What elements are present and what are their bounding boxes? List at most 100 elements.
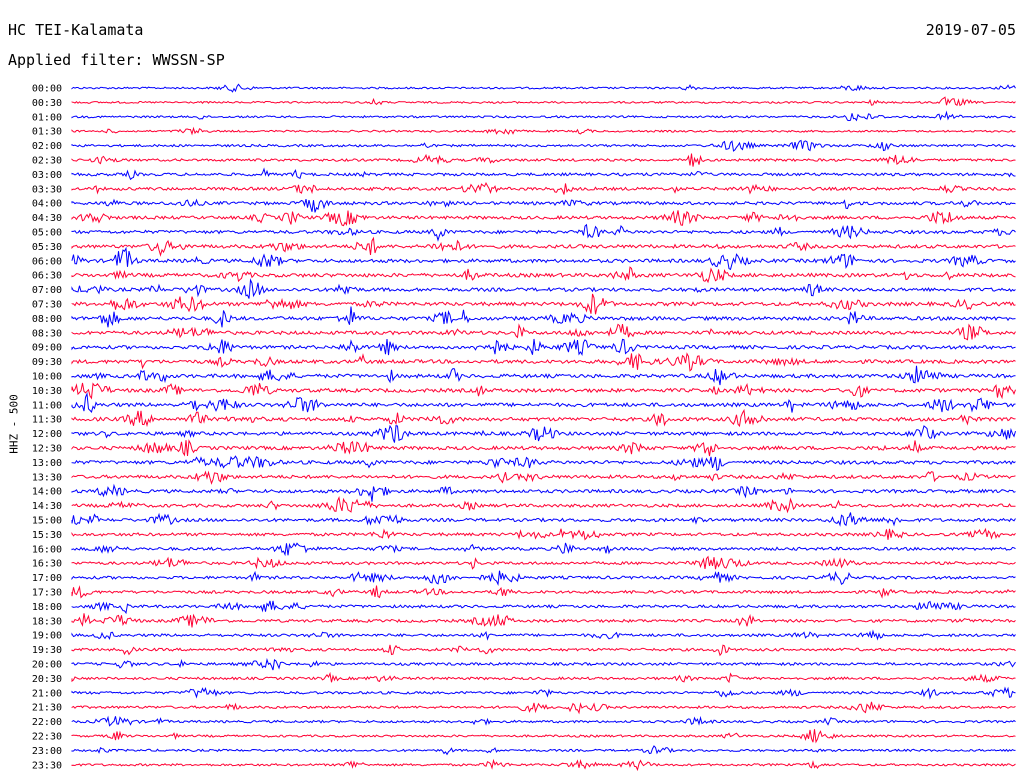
trace-line-1930 [71,644,1016,657]
time-tick-label: 08:30 [32,328,62,339]
time-tick-label: 16:30 [32,559,62,570]
trace-line-1830 [71,613,1016,628]
time-tick-label: 20:00 [32,660,62,671]
time-tick-label: 02:00 [32,141,62,152]
time-tick-label: 16:00 [32,544,62,555]
time-tick-label: 06:30 [32,271,62,282]
time-tick-label: 02:30 [32,156,62,167]
time-tick-labels: 00:00 00:30 01:00 01:30 02:00 02:30 03:00 03:30… [32,84,62,772]
time-tick-label: 05:00 [32,228,62,239]
time-tick-label: 01:30 [32,127,62,138]
trace-line-2030 [71,671,1016,684]
time-tick-label: 17:30 [32,588,62,599]
trace-line-2000 [71,657,1016,671]
trace-line-0630 [71,266,1016,284]
time-tick-label: 11:30 [32,415,62,426]
trace-line-0130 [71,126,1016,136]
time-tick-label: 08:00 [32,314,62,325]
channel-axis-label: HHZ - 500 [7,394,21,454]
time-tick-label: 20:30 [32,674,62,685]
trace-line-2300 [71,745,1016,756]
trace-line-2330 [71,758,1016,772]
trace-line-1800 [71,600,1016,615]
trace-line-1630 [71,555,1016,570]
time-tick-label: 18:00 [32,602,62,613]
time-tick-label: 03:00 [32,170,62,181]
trace-line-0000 [71,83,1016,93]
trace-line-0230 [71,153,1016,167]
trace-line-0830 [71,323,1016,341]
applied-filter: Applied filter: WWSSN-SP [8,51,225,69]
time-tick-label: 03:30 [32,184,62,195]
time-tick-label: 04:30 [32,213,62,224]
time-tick-label: 09:00 [32,343,62,354]
trace-line-0600 [71,246,1016,271]
trace-line-1230 [71,439,1016,457]
trace-line-2130 [71,701,1016,715]
time-tick-label: 01:00 [32,112,62,123]
time-tick-label: 07:30 [32,300,62,311]
time-tick-label: 12:00 [32,429,62,440]
trace-line-0730 [71,293,1016,315]
trace-line-0100 [71,110,1016,122]
trace-line-1100 [71,391,1016,413]
trace-line-0930 [71,352,1016,372]
time-tick-label: 15:00 [32,516,62,527]
time-tick-label: 19:00 [32,631,62,642]
trace-line-1500 [71,512,1016,527]
time-tick-label: 13:30 [32,472,62,483]
trace-line-0530 [71,236,1016,257]
trace-line-2100 [71,686,1016,700]
time-tick-label: 05:30 [32,242,62,253]
trace-line-0800 [71,306,1016,328]
trace-line-0030 [71,96,1016,107]
trace-line-1130 [71,408,1016,428]
time-tick-label: 09:30 [32,357,62,368]
trace-group [71,83,1016,772]
time-tick-label: 11:00 [32,400,62,411]
trace-line-1900 [71,629,1016,641]
trace-line-0200 [71,139,1016,152]
time-tick-label: 10:00 [32,372,62,383]
trace-line-0700 [71,278,1016,299]
trace-line-1730 [71,585,1016,599]
time-tick-label: 13:00 [32,458,62,469]
trace-line-1330 [71,470,1016,485]
trace-line-1300 [71,455,1016,471]
trace-line-1600 [71,542,1016,557]
trace-line-1000 [71,365,1016,386]
time-tick-label: 23:00 [32,746,62,757]
time-tick-label: 22:30 [32,732,62,743]
time-tick-label: 14:00 [32,487,62,498]
station-name: HC TEI-Kalamata [8,21,144,39]
time-tick-label: 18:30 [32,616,62,627]
time-tick-label: 00:00 [32,84,62,95]
time-tick-label: 00:30 [32,98,62,109]
trace-line-0900 [71,338,1016,356]
trace-line-0500 [71,223,1016,242]
time-tick-label: 15:30 [32,530,62,541]
trace-line-2230 [71,729,1016,744]
time-tick-label: 12:30 [32,444,62,455]
time-tick-label: 06:00 [32,256,62,267]
time-tick-label: 07:00 [32,285,62,296]
time-tick-label: 21:30 [32,703,62,714]
record-date: 2019-07-05 [925,21,1016,39]
trace-line-0300 [71,167,1016,181]
time-tick-label: 22:00 [32,717,62,728]
time-tick-label: 14:30 [32,501,62,512]
trace-line-0430 [71,210,1016,227]
trace-line-0330 [71,181,1016,195]
time-tick-label: 19:30 [32,645,62,656]
trace-line-2200 [71,715,1016,727]
trace-line-1400 [71,483,1016,502]
time-tick-label: 23:30 [32,760,62,771]
trace-line-1030 [71,382,1016,400]
trace-line-1700 [71,570,1016,587]
trace-line-1200 [71,424,1016,443]
time-tick-label: 21:00 [32,688,62,699]
trace-line-1430 [71,496,1016,514]
time-tick-label: 10:30 [32,386,62,397]
time-tick-label: 17:00 [32,573,62,584]
